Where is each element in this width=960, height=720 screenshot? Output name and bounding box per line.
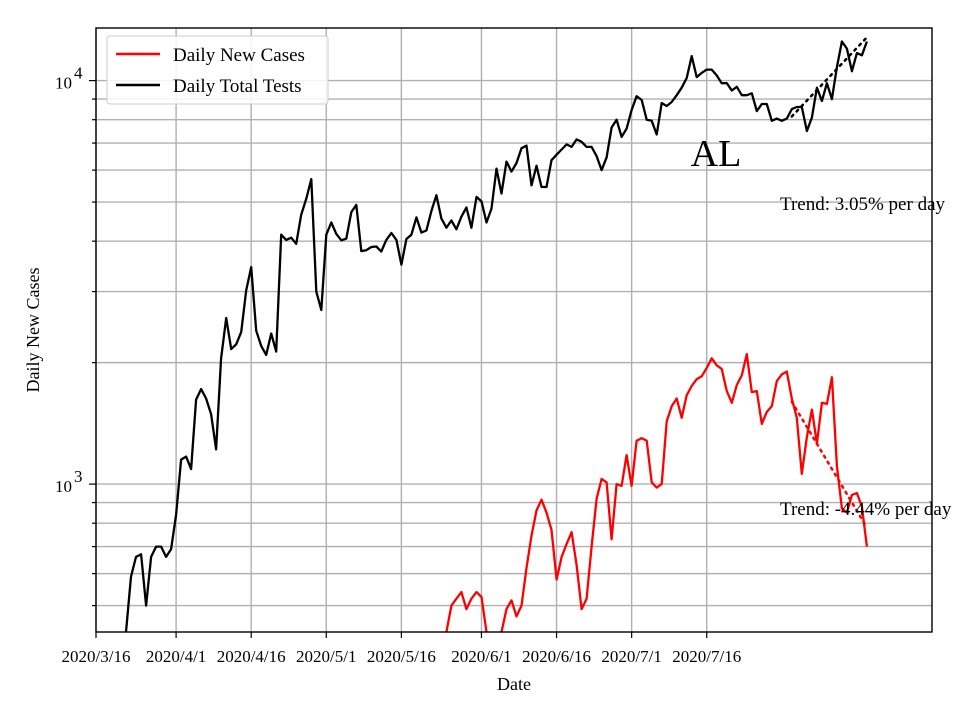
x-tick-label: 2020/6/16 xyxy=(522,647,591,666)
legend-label-tests: Daily Total Tests xyxy=(173,76,302,97)
series-lines xyxy=(124,40,869,633)
axis-ticks xyxy=(89,79,708,638)
x-tick-label: 2020/6/1 xyxy=(451,647,511,666)
y-axis-label: Daily New Cases xyxy=(23,268,43,393)
trend-line-cases xyxy=(790,400,869,529)
y-tick-label: 10 xyxy=(55,477,72,496)
x-axis-label: Date xyxy=(497,674,531,694)
x-tick-label: 2020/7/1 xyxy=(601,647,661,666)
legend-label-cases: Daily New Cases xyxy=(173,45,305,66)
y-tick-label: 10 xyxy=(55,74,72,93)
x-tick-label: 2020/7/16 xyxy=(672,647,741,666)
series-line-daily-total-tests xyxy=(124,40,868,633)
y-tick-exponent: 3 xyxy=(74,467,83,486)
trend-line-tests xyxy=(790,36,869,118)
x-tick-label: 2020/3/16 xyxy=(62,647,131,666)
y-tick-exponent: 4 xyxy=(74,64,83,83)
x-tick-label: 2020/5/16 xyxy=(367,647,436,666)
x-tick-label: 2020/5/1 xyxy=(296,647,356,666)
axis-tick-labels: 2020/3/16 2020/4/1 2020/4/16 2020/5/1 2020/5… xyxy=(55,64,741,666)
trend-lines xyxy=(790,36,869,529)
series-line-daily-new-cases xyxy=(500,352,869,633)
series-line-daily-new-cases xyxy=(445,590,488,633)
trend-label-cases: Trend: -4.44% per day xyxy=(780,499,952,520)
legend: Daily New Cases Daily Total Tests xyxy=(106,35,329,105)
state-label: AL xyxy=(691,133,742,175)
legend-box xyxy=(106,35,329,105)
trend-label-tests: Trend: 3.05% per day xyxy=(780,194,945,215)
x-tick-label: 2020/4/1 xyxy=(146,647,206,666)
x-tick-label: 2020/4/16 xyxy=(217,647,286,666)
plot-frame xyxy=(95,27,933,633)
grid-lines xyxy=(95,28,932,632)
